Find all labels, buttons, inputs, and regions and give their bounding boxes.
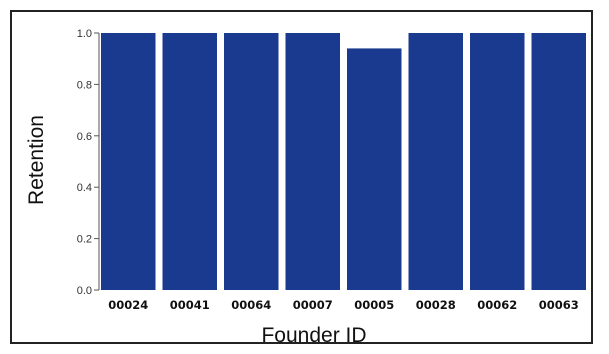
y-tick-label: 0.6 — [77, 131, 92, 143]
bar-00007 — [285, 33, 340, 290]
bar-00064 — [224, 33, 279, 290]
x-axis-title: Founder ID — [261, 324, 366, 347]
x-tick-label: 00007 — [293, 298, 333, 312]
bar-00028 — [408, 33, 463, 290]
y-tick-label: 0.0 — [77, 285, 92, 297]
bar-00063 — [531, 33, 586, 290]
x-axis-labels: 00024 00041 00064 00007 00005 00028 00062 00063 — [108, 298, 579, 312]
x-tick-label: 00024 — [108, 298, 148, 312]
bar-00062 — [470, 33, 525, 290]
y-tick-label: 0.8 — [77, 79, 92, 91]
bar-00041 — [162, 33, 217, 290]
bar-00005 — [347, 48, 402, 290]
bar-00024 — [101, 33, 156, 290]
y-axis: 0.0 0.2 0.4 0.6 0.8 1.0 — [77, 28, 100, 297]
x-tick-label: 00064 — [231, 298, 271, 312]
y-axis-title: Retention — [25, 115, 48, 205]
y-tick-label: 0.2 — [77, 234, 92, 246]
bars-group — [101, 33, 586, 290]
y-tick-label: 0.4 — [77, 182, 92, 194]
x-tick-label: 00062 — [477, 298, 517, 312]
y-tick-label: 1.0 — [77, 28, 92, 40]
x-tick-label: 00063 — [539, 298, 579, 312]
x-tick-label: 00005 — [354, 298, 394, 312]
x-tick-label: 00041 — [170, 298, 210, 312]
x-tick-label: 00028 — [416, 298, 456, 312]
